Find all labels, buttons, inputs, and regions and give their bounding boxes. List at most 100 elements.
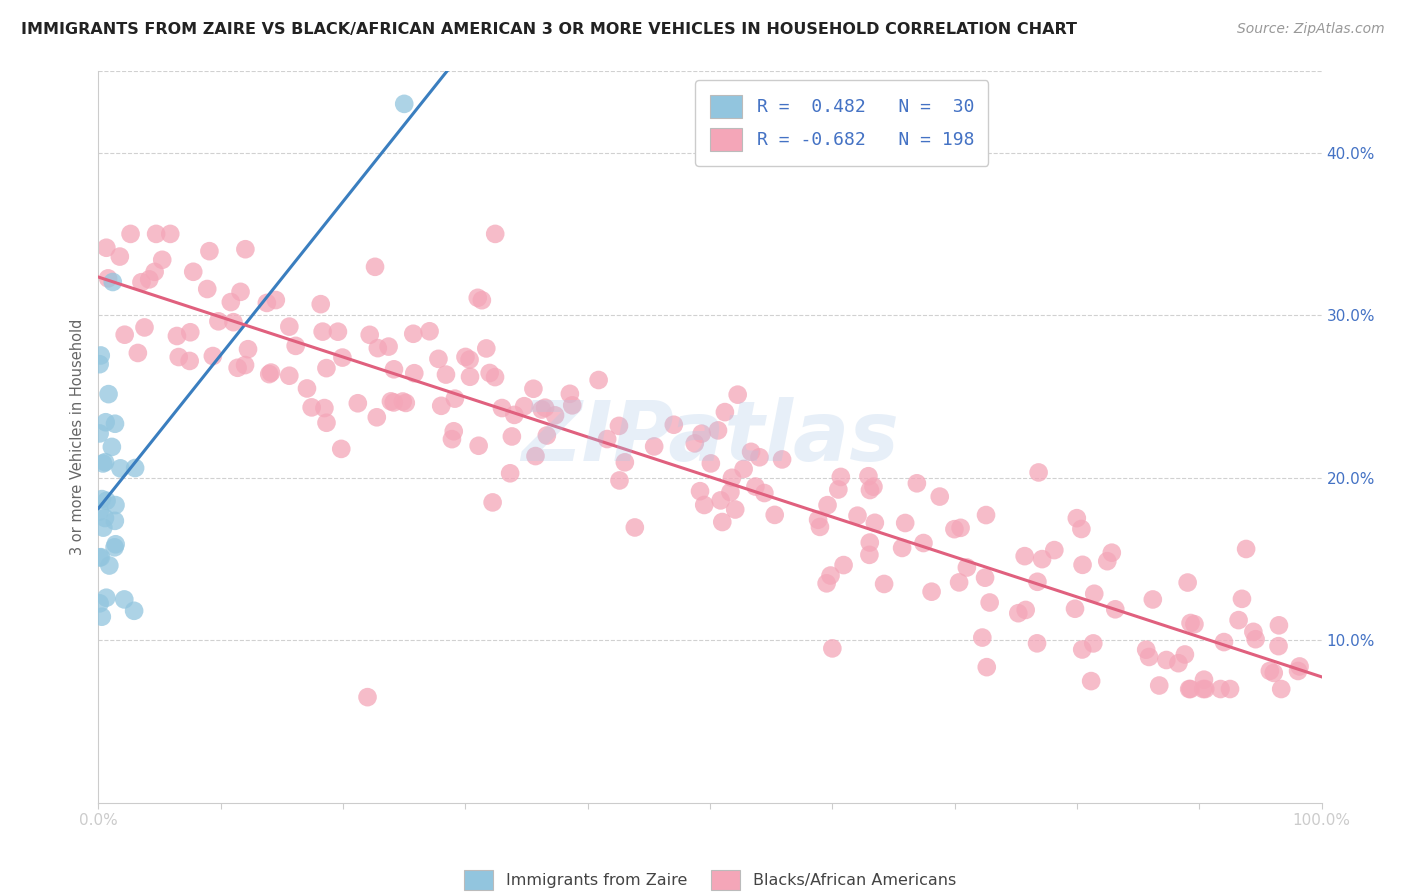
Point <box>1083 587 1105 601</box>
Point <box>928 490 950 504</box>
Point <box>891 541 914 555</box>
Point <box>1174 648 1197 662</box>
Point <box>700 457 723 471</box>
Point <box>820 568 842 582</box>
Point <box>467 291 489 305</box>
Point <box>1234 541 1257 556</box>
Point <box>90 550 112 565</box>
Point <box>122 604 145 618</box>
Point <box>264 293 287 307</box>
Point <box>607 418 630 433</box>
Point <box>501 429 523 443</box>
Point <box>229 285 252 299</box>
Point <box>943 522 966 536</box>
Point <box>392 96 416 111</box>
Point <box>97 387 120 401</box>
Point <box>530 402 553 417</box>
Point <box>807 513 830 527</box>
Point <box>478 366 501 380</box>
Point <box>458 369 481 384</box>
Point <box>454 350 477 364</box>
Legend: Immigrants from Zaire, Blacks/African Americans: Immigrants from Zaire, Blacks/African Am… <box>456 862 965 892</box>
Point <box>1080 674 1102 689</box>
Point <box>1230 591 1253 606</box>
Point <box>727 387 749 401</box>
Point <box>1070 522 1092 536</box>
Point <box>748 450 770 465</box>
Point <box>1244 632 1267 647</box>
Point <box>858 469 880 483</box>
Point <box>444 392 467 406</box>
Point <box>131 275 153 289</box>
Point <box>744 479 766 493</box>
Point <box>1267 639 1289 653</box>
Point <box>259 367 281 381</box>
Point <box>380 394 402 409</box>
Point <box>377 340 399 354</box>
Point <box>1227 613 1250 627</box>
Point <box>471 293 494 308</box>
Point <box>534 401 557 415</box>
Point <box>1258 664 1281 678</box>
Point <box>949 521 972 535</box>
Text: IMMIGRANTS FROM ZAIRE VS BLACK/AFRICAN AMERICAN 3 OR MORE VEHICLES IN HOUSEHOLD : IMMIGRANTS FROM ZAIRE VS BLACK/AFRICAN A… <box>21 22 1077 37</box>
Point <box>219 295 242 310</box>
Point <box>1288 659 1310 673</box>
Point <box>624 520 647 534</box>
Point <box>830 470 852 484</box>
Point <box>91 457 114 471</box>
Point <box>1192 681 1215 696</box>
Point <box>974 508 997 522</box>
Point <box>404 366 426 380</box>
Point <box>159 227 181 241</box>
Point <box>179 325 201 339</box>
Point <box>120 227 142 241</box>
Point <box>596 432 619 446</box>
Point <box>198 244 221 259</box>
Point <box>108 250 131 264</box>
Point <box>1268 618 1291 632</box>
Point <box>484 227 506 241</box>
Point <box>513 399 536 413</box>
Text: ZIPatlas: ZIPatlas <box>522 397 898 477</box>
Point <box>862 480 884 494</box>
Point <box>609 474 631 488</box>
Point <box>366 410 388 425</box>
Point <box>976 660 998 674</box>
Point <box>491 401 513 415</box>
Point <box>544 409 567 423</box>
Point <box>643 439 665 453</box>
Point <box>1137 650 1160 665</box>
Point <box>235 242 257 256</box>
Point <box>662 417 685 432</box>
Point <box>346 396 368 410</box>
Point <box>475 342 498 356</box>
Point <box>561 398 583 412</box>
Point <box>90 609 112 624</box>
Point <box>832 558 855 572</box>
Point <box>1209 681 1232 696</box>
Point <box>921 584 943 599</box>
Point <box>1031 552 1053 566</box>
Point <box>1219 681 1241 696</box>
Point <box>167 350 190 364</box>
Point <box>972 631 994 645</box>
Point <box>1142 592 1164 607</box>
Point <box>419 324 441 338</box>
Point <box>1083 636 1105 650</box>
Point <box>1071 558 1094 572</box>
Point <box>260 366 283 380</box>
Point <box>740 445 762 459</box>
Point <box>1177 575 1199 590</box>
Point <box>134 320 156 334</box>
Point <box>402 326 425 341</box>
Point <box>326 325 349 339</box>
Point <box>1015 603 1038 617</box>
Point <box>104 537 127 551</box>
Point <box>1156 653 1178 667</box>
Point <box>1213 635 1236 649</box>
Point <box>443 425 465 439</box>
Point <box>278 368 301 383</box>
Point <box>484 370 506 384</box>
Point <box>93 521 115 535</box>
